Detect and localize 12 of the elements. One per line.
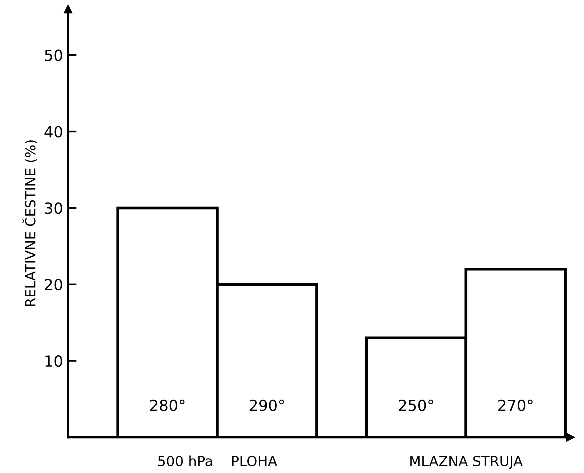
x-tick-label: 270° [498, 400, 533, 412]
y-tick-label: 20 [45, 279, 62, 291]
y-tick-label: 40 [44, 126, 62, 138]
text: 500 hPa PLOHA [158, 456, 278, 467]
y-tick-label: 10 [46, 356, 62, 368]
x-tick-label: 280° [150, 400, 185, 412]
y-tick-label: 50 [45, 50, 62, 62]
y-axis-title: RELATIVNE ČESTINE (%) [22, 140, 38, 306]
text: MLAZNA STRUJA [410, 456, 523, 470]
x-tick-label: 290° [250, 400, 284, 412]
x-tick-label: 250° [399, 400, 434, 412]
y-tick-label: 30 [45, 202, 62, 214]
